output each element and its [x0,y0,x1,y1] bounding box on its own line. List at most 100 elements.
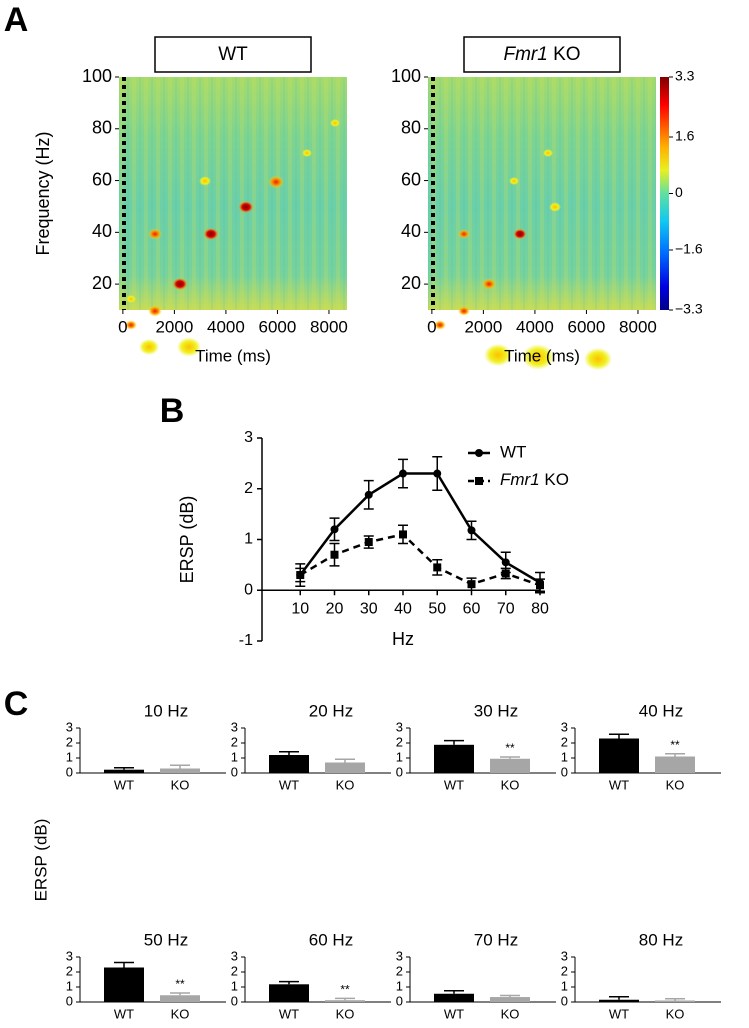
heatmap-hotspot [458,229,470,239]
x-tick-label: 8000 [310,317,348,336]
panel-title: Fmr1 KO [503,44,580,65]
x-tick-label: KO [171,1006,190,1021]
y-tick-label: 60 [92,169,112,189]
legend-label: WT [500,442,526,461]
y-tick-label: 1 [231,978,238,993]
marker [330,525,339,534]
x-tick-label: 0 [118,317,127,336]
x-tick-label: KO [336,777,355,792]
chart-title: 80 Hz [639,930,683,949]
heatmap-hotspot [268,175,284,189]
heatmap-hotspot [125,320,137,330]
heatmap-stripes [428,77,656,310]
y-tick-label: 0 [231,993,238,1008]
x-tick-label: 10 [291,600,309,617]
colorbar-tick-label: −3.3 [675,301,703,317]
legend-label: Fmr1 KO [500,470,569,489]
x-tick-label: 2000 [155,317,193,336]
x-axis-label: Time (ms) [504,346,580,365]
marker [501,569,510,578]
colorbar-tick-label: 1.6 [675,128,695,144]
y-tick-label: 80 [92,118,112,138]
colorbar-tick-label: 0 [675,184,683,200]
bar [490,758,530,773]
heatmap-hotspot [584,347,612,371]
marker [467,580,476,589]
x-axis-label: Hz [392,629,414,649]
x-tick-label: WT [114,777,134,792]
bar [655,756,695,773]
x-tick-label: WT [609,1006,629,1021]
significance-label: ** [175,977,185,991]
heatmap-hotspot [434,320,446,330]
y-tick-label: 3 [244,429,253,446]
significance-label: ** [670,738,680,752]
heatmap-hotspot [522,344,554,370]
bar [434,744,474,773]
chart-title: 20 Hz [309,701,353,720]
heatmap-hotspot [509,177,519,185]
heatmap-hotspot [513,228,527,240]
y-tick-label: -1 [239,632,253,649]
marker [433,563,442,572]
y-tick-label: 2 [231,963,238,978]
y-tick-label: 0 [244,581,253,598]
chart-title: 10 Hz [144,701,188,720]
x-tick-label: WT [279,1006,299,1021]
marker [399,530,407,539]
x-tick-label: 60 [463,600,481,617]
x-tick-label: WT [444,777,464,792]
x-tick-label: KO [171,777,190,792]
marker [364,538,373,547]
y-tick-label: 0 [561,764,568,779]
series-line [299,533,541,587]
colorbar-tick-label: −1.6 [675,241,703,257]
y-tick-label: 80 [401,118,421,138]
y-tick-label: 60 [401,169,421,189]
bar [434,993,474,1002]
y-tick-label: 100 [391,66,421,86]
y-tick-label: 1 [561,978,568,993]
y-tick-label: 1 [244,531,253,548]
marker [433,469,442,478]
y-tick-label: 2 [396,963,403,978]
y-tick-label: 40 [401,221,421,241]
heatmap-hotspot [172,277,188,291]
chart-title: 50 Hz [144,930,188,949]
heatmap-hotspot [484,343,512,367]
y-tick-label: 3 [396,719,403,734]
y-tick-label: 0 [66,993,73,1008]
heatmap-hotspot [302,149,312,157]
x-tick-label: 0 [427,317,436,336]
y-tick-label: 0 [396,993,403,1008]
y-tick-label: 2 [561,734,568,749]
x-tick-label: KO [666,1006,685,1021]
panel-title: WT [218,44,248,65]
y-tick-label: 3 [66,719,73,734]
marker [399,469,407,478]
colorbar [660,77,669,310]
y-tick-label: 3 [561,719,568,734]
marker [296,571,305,580]
x-tick-label: 2000 [464,317,502,336]
x-tick-label: 8000 [619,317,657,336]
x-tick-label: 30 [360,600,378,617]
heatmap-stripes [119,77,347,310]
colorbar-tick-label: 3.3 [675,68,695,84]
y-tick-label: 2 [244,480,253,497]
chart-title: 30 Hz [474,701,518,720]
chart-title: 40 Hz [639,701,683,720]
y-tick-label: 3 [231,948,238,963]
y-tick-label: 1 [396,978,403,993]
y-tick-label: 2 [66,963,73,978]
x-tick-label: 20 [326,600,344,617]
heatmap-hotspot [238,200,254,214]
y-tick-label: 3 [231,719,238,734]
y-tick-label: 2 [66,734,73,749]
shared-y-label: ERSP (dB) [31,819,50,902]
heatmap-hotspot [549,202,561,212]
bar [104,769,144,773]
y-tick-label: 2 [561,963,568,978]
title-box [463,36,621,73]
